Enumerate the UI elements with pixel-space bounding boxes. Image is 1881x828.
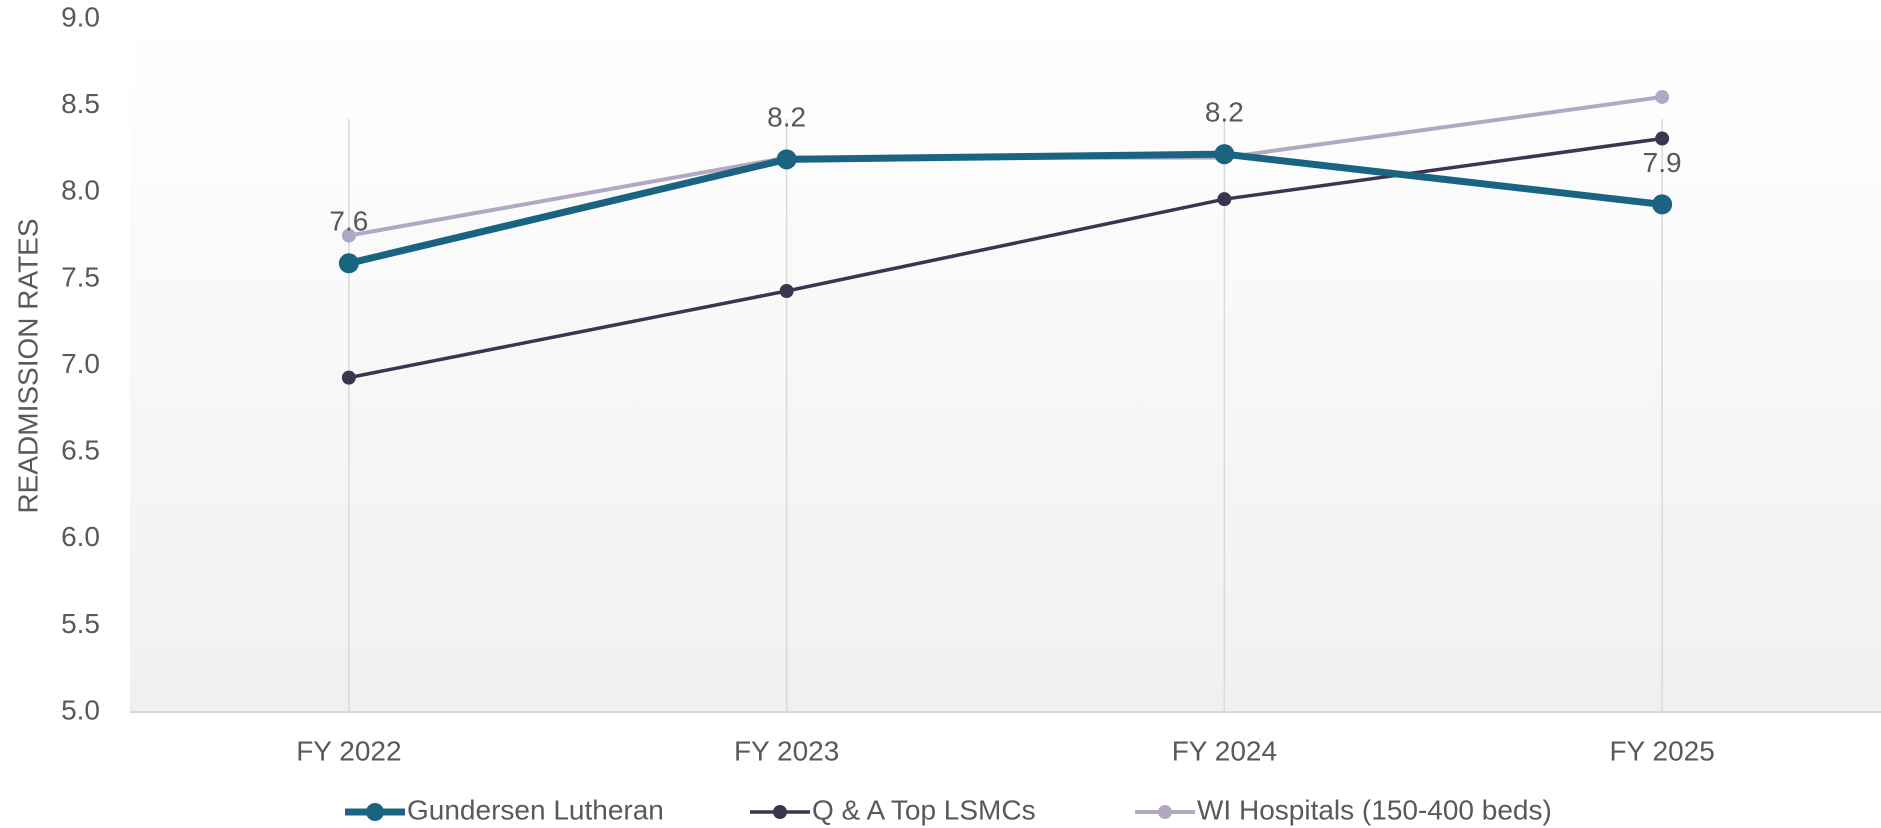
legend-label: WI Hospitals (150-400 beds)	[1197, 794, 1552, 825]
y-tick-label: 6.5	[61, 435, 100, 466]
legend-label: Gundersen Lutheran	[407, 794, 664, 825]
data-point	[1214, 144, 1235, 165]
plot-area	[130, 19, 1881, 712]
y-tick-label: 7.5	[61, 261, 100, 292]
legend-label: Q & A Top LSMCs	[812, 794, 1036, 825]
data-label: 8.2	[1205, 97, 1244, 128]
series-line	[348, 150, 1663, 267]
y-axis-title: READMISSION RATES	[12, 218, 43, 513]
data-label: 7.9	[1643, 147, 1682, 178]
data-point	[338, 253, 359, 274]
y-tick-label: 5.0	[61, 694, 100, 725]
legend-marker	[1158, 805, 1172, 819]
data-point	[779, 284, 794, 299]
data-point	[776, 149, 797, 170]
y-tick-label: 5.5	[61, 608, 100, 639]
legend-marker	[366, 803, 384, 821]
y-tick-label: 8.0	[61, 175, 100, 206]
y-tick-label: 9.0	[61, 1, 100, 32]
data-label: 8.2	[767, 102, 806, 133]
legend-marker	[773, 805, 787, 819]
series-line	[348, 136, 1663, 380]
y-tick-label: 7.0	[61, 348, 100, 379]
y-tick-label: 6.0	[61, 521, 100, 552]
data-point	[1217, 192, 1232, 207]
x-tick-label: FY 2024	[1172, 735, 1277, 766]
y-tick-label: 8.5	[61, 88, 100, 119]
data-point	[1655, 89, 1670, 104]
data-point	[341, 370, 356, 385]
x-tick-label: FY 2023	[734, 735, 839, 766]
x-tick-label: FY 2022	[296, 735, 401, 766]
x-tick-label: FY 2025	[1609, 735, 1714, 766]
data-point	[341, 228, 356, 243]
data-point	[1655, 131, 1670, 146]
data-point	[1652, 194, 1673, 215]
data-label: 7.6	[329, 206, 368, 237]
